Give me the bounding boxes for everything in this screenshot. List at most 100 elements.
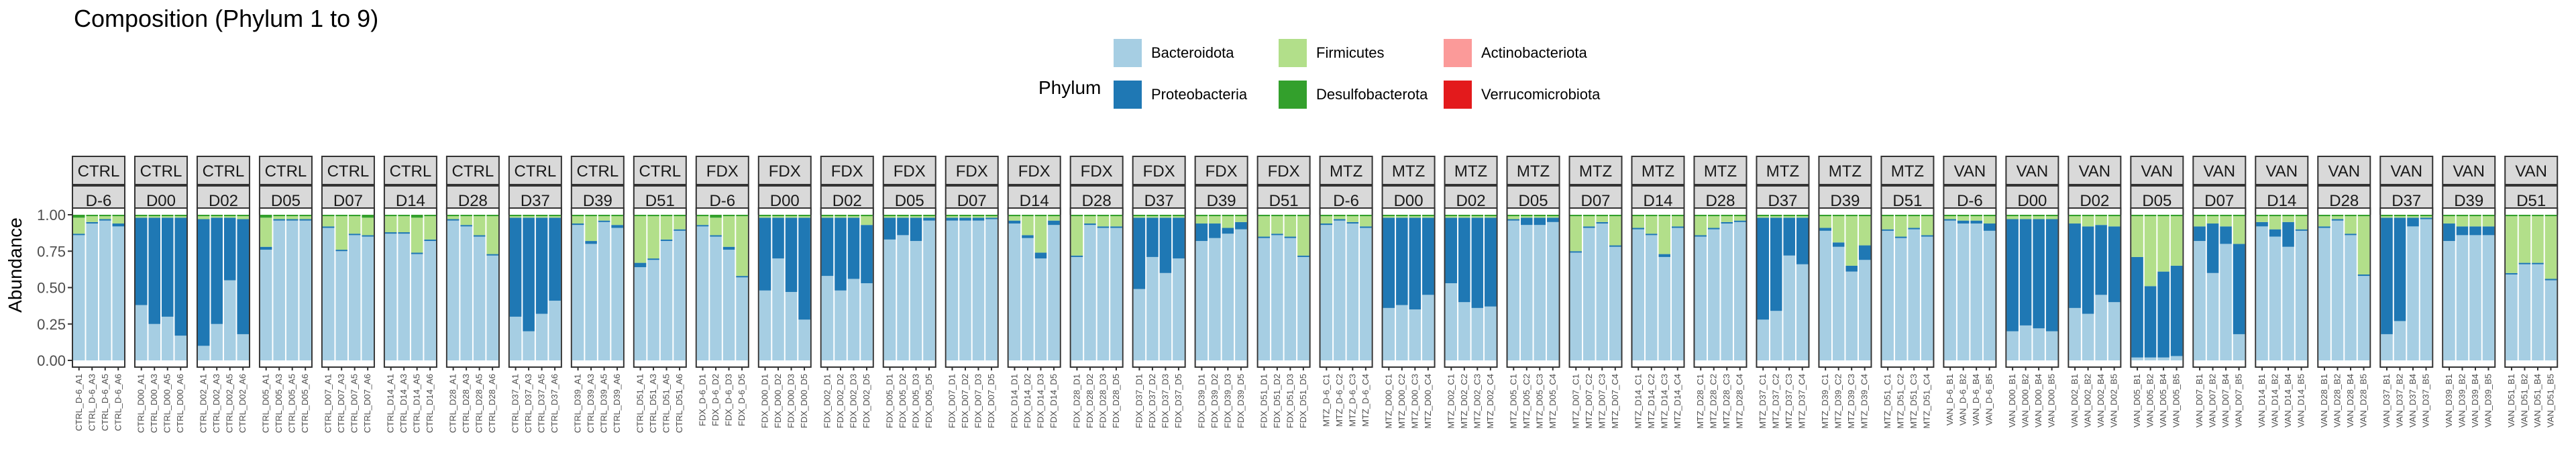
bar-segment [1209, 216, 1221, 224]
x-tick-label: FDX_D39_D3 [1222, 374, 1232, 428]
bar-segment [2394, 321, 2406, 360]
bar-segment [2295, 229, 2308, 231]
bar-segment [273, 220, 285, 360]
bar-segment [2157, 215, 2169, 217]
bar-segment [1908, 228, 1920, 230]
bar-segment [473, 216, 486, 236]
bar-segment [2532, 215, 2544, 217]
bar-segment [2482, 216, 2495, 227]
x-tick-label: VAN_D07_B1 [2194, 374, 2204, 428]
bar-segment [161, 215, 174, 217]
strip-group-box [1132, 156, 1186, 185]
strip-day-label: D00 [770, 192, 800, 210]
bar-segment [135, 216, 148, 218]
bar-segment [1582, 228, 1595, 360]
bar-segment [1209, 223, 1221, 238]
facet-panel-mtz-d14: MTZ D14 MTZ_D14_C1 MTZ_D14_C2 MTZ_D14_C3 MTZ_… [1631, 156, 1685, 429]
bar-segment [883, 239, 896, 360]
x-tick-label: VAN_D-6_B2 [1958, 374, 1968, 425]
bar-segment [611, 228, 623, 360]
bar-segment [2532, 264, 2544, 360]
strip-day-label: D28 [1082, 192, 1112, 210]
bar-segment [2157, 216, 2169, 272]
bar-segment [2269, 216, 2282, 230]
strip-day-label: D28 [2329, 192, 2359, 210]
x-tick-label: MTZ_D51_C3 [1909, 374, 1919, 429]
bar-segment [2233, 216, 2245, 244]
bar-segment [1721, 221, 1733, 224]
bar-segment [2381, 217, 2393, 334]
bar-segment [2108, 226, 2121, 303]
strip-group-label: MTZ [1642, 162, 1674, 181]
bar-segment [1570, 216, 1582, 252]
bar-segment [148, 215, 161, 217]
bar-segment [1471, 216, 1484, 218]
bar-segment [1284, 216, 1297, 237]
bar-segment [1695, 215, 1707, 217]
bar-segment [585, 241, 597, 244]
bar-segment [598, 220, 610, 222]
bar-segment [2095, 216, 2107, 225]
strip-day-label: D07 [957, 192, 987, 210]
bar-segment [1858, 245, 1871, 260]
x-tick-label: VAN_D39_B5 [2483, 374, 2493, 428]
bar-segment [2407, 215, 2419, 217]
bar-segment [1819, 216, 1831, 228]
bar-segment [411, 254, 423, 360]
bar-segment [2381, 334, 2393, 360]
bar-segment [362, 217, 374, 236]
bar-segment [1757, 216, 1769, 218]
legend-key-proteobacteria [1114, 81, 1142, 109]
bar-segment [447, 220, 460, 360]
bar-segment [2331, 216, 2344, 219]
facet-panel-ctrl-d37: CTRL D37 CTRL_D37_A1 CTRL_D37_A3 CTRL_D37_A5… [508, 156, 562, 433]
bar-segment [660, 239, 673, 242]
bar-segment [2019, 325, 2032, 360]
bar-segment [1921, 216, 1933, 236]
bar-segment [2282, 216, 2294, 222]
bar-segment [1645, 216, 1658, 234]
facet-panel-van-d07: VAN D07 VAN_D07_B1 VAN_D07_B2 VAN_D07_B4 VAN_… [2192, 156, 2247, 428]
bar-segment [1284, 238, 1297, 360]
bar-segment [1008, 223, 1021, 360]
y-axis-label: Abundance [5, 217, 25, 313]
bar-segment [335, 216, 347, 250]
bar-segment [1360, 228, 1372, 360]
bar-segment [1346, 223, 1359, 360]
bar-segment [2033, 216, 2045, 219]
x-tick-label: FDX_D02_D2 [835, 374, 845, 428]
bar-segment [2506, 274, 2518, 360]
strip-group-box [1256, 156, 1311, 185]
bar-segment [611, 215, 623, 217]
bar-segment [2357, 274, 2370, 277]
bar-segment [2131, 256, 2143, 358]
strip-group-box [2317, 156, 2371, 185]
bar-segment [447, 219, 460, 221]
bar-segment [411, 217, 423, 253]
bar-segment [696, 215, 709, 217]
x-tick-label: VAN_D02_B4 [2096, 374, 2106, 428]
bar-segment [1034, 215, 1047, 217]
strip-group-box [1444, 156, 1498, 185]
strip-day-label: D05 [2142, 192, 2171, 210]
x-tick-label: FDX_D02_D1 [822, 374, 833, 428]
bar-segment [2394, 215, 2406, 217]
strip-day-label: D05 [1519, 192, 1548, 210]
bar-segment [1133, 216, 1146, 218]
x-tick-label: FDX_D02_D3 [849, 374, 859, 428]
bar-segment [985, 216, 998, 218]
strip-group-label: MTZ [1891, 162, 1924, 181]
x-tick-label: FDX_D28_D2 [1085, 374, 1095, 428]
bar-segment [2045, 216, 2058, 219]
bar-segment [473, 236, 486, 360]
bar-segment [197, 346, 210, 360]
x-tick-label: MTZ_D02_C4 [1485, 374, 1495, 429]
strip-day-label: D14 [1643, 192, 1672, 210]
x-tick-label: VAN_D00_B2 [2021, 374, 2031, 428]
strip-group-box [72, 156, 125, 185]
bar-segment [99, 215, 111, 217]
bar-segment [1582, 226, 1595, 228]
bar-segment [1733, 215, 1746, 217]
bar-segment [1970, 216, 1982, 221]
bar-segment [273, 215, 285, 217]
